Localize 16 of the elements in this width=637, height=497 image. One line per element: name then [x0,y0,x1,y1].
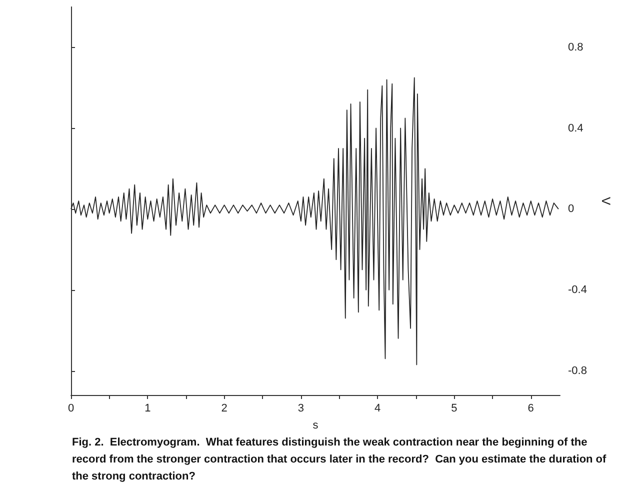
x-tick-label: 0 [68,402,74,414]
x-axis-title: s [312,420,319,432]
y-tick-label: 0.4 [568,122,584,134]
x-tick-label: 2 [221,402,228,414]
x-tick-label: 3 [298,402,304,414]
y-tick-label: -0.4 [568,284,587,296]
x-tick-label: 4 [374,402,381,414]
line-series [70,77,559,366]
y-axis-title: V [599,196,613,206]
y-tick-label: 0.8 [568,41,584,54]
x-tick-label: 6 [528,402,534,414]
y-tick-label: 0 [568,203,574,216]
y-tick-label: -0.8 [568,364,587,377]
x-tick-label: 1 [144,402,151,414]
caption: Fig. 2. Electromyogram. What features distinguish the weak contraction near the beginning of the record from the stronger contraction that occurs later in the record? Can you estimate the duration of the strong contraction? [72,436,610,482]
x-tick-label: 5 [451,402,458,414]
